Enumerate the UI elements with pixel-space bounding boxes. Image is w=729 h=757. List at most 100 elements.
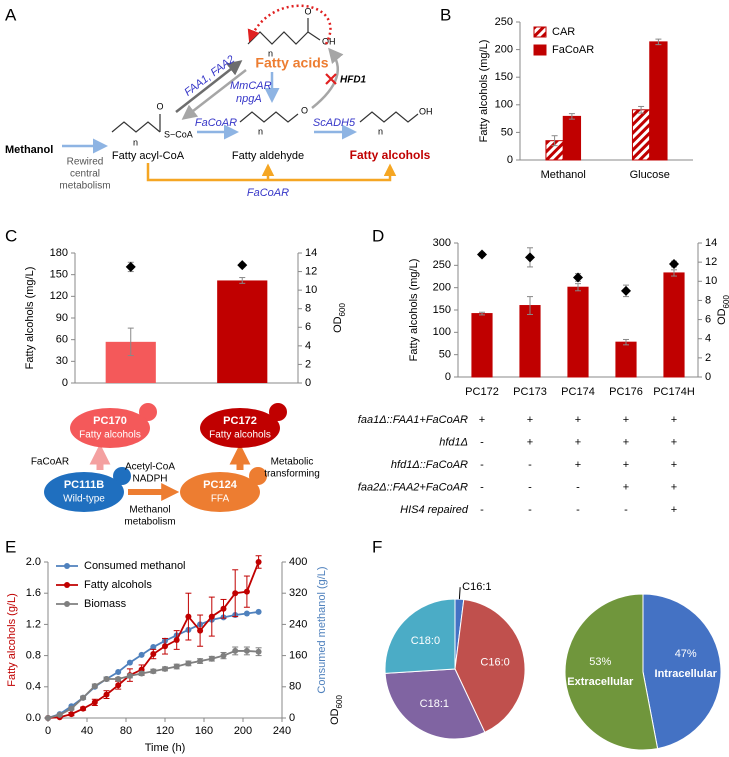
point — [208, 613, 215, 620]
atom: n — [268, 48, 273, 58]
tick-label: 30 — [56, 355, 68, 367]
axis-title-part: OD — [329, 708, 341, 725]
point — [185, 613, 192, 620]
edge-label: Methanol — [129, 505, 170, 516]
slice-label: Intracellular — [655, 668, 718, 680]
tick-label: 0 — [62, 377, 68, 389]
enzyme: FAA1, FAA2 — [182, 53, 237, 98]
tick-label: 0 — [305, 377, 311, 389]
tick-label: 12 — [305, 265, 317, 277]
cell: + — [623, 481, 629, 493]
tick-label: 240 — [273, 725, 291, 737]
point — [68, 711, 75, 718]
point — [68, 705, 75, 712]
x-tick-label: Glucose — [630, 169, 670, 181]
tick-label: 0 — [705, 371, 711, 383]
row-label: hfd1Δ::FaCoAR — [391, 459, 468, 471]
edge-label: NADPH — [132, 474, 167, 485]
cell: + — [671, 504, 677, 516]
point — [255, 648, 262, 655]
axis-title-subscript: 600 — [722, 295, 729, 309]
tick-label: 80 — [289, 681, 301, 693]
cell: + — [671, 414, 677, 426]
legend-marker — [64, 582, 70, 588]
edge-label: FaCoAR — [31, 457, 69, 468]
cell: - — [480, 504, 484, 516]
node-shape — [139, 403, 157, 421]
point — [138, 651, 145, 658]
cell: + — [671, 436, 677, 448]
tick-label: 200 — [433, 282, 451, 294]
point — [115, 668, 122, 675]
point — [103, 676, 110, 682]
tick-label: 4 — [305, 340, 311, 352]
series-line — [47, 561, 260, 719]
legend-label: Consumed methanol — [84, 560, 186, 572]
cell: - — [480, 436, 484, 448]
bar — [562, 115, 582, 161]
point — [232, 590, 239, 597]
row-label: hfd1Δ — [439, 436, 468, 448]
axis-title: OD600 — [716, 295, 729, 325]
point — [220, 605, 227, 612]
tick-label: 0.0 — [26, 712, 41, 724]
tick-label: 160 — [195, 725, 213, 737]
tick-label: 10 — [705, 275, 717, 287]
legend-marker — [64, 563, 70, 569]
bar — [631, 109, 651, 161]
node-shape — [249, 467, 267, 485]
tick-label: 300 — [433, 237, 451, 249]
bar — [471, 313, 493, 378]
node-shape — [269, 403, 287, 421]
tick-label: 160 — [289, 650, 307, 662]
genotype-table: faa1Δ::FAA1+FaCoAR + + + + +hfd1Δ - + + + +hfd1Δ::… — [358, 414, 677, 516]
legend-label: Biomass — [84, 598, 127, 610]
axis-title: Fatty alcohols (mg/L) — [478, 40, 490, 143]
tick-label: 6 — [705, 313, 711, 325]
bar — [615, 341, 637, 378]
tick-label: 1.6 — [26, 587, 41, 599]
error-bar — [568, 113, 575, 120]
cell: - — [528, 481, 532, 493]
marker — [477, 249, 487, 260]
point — [220, 652, 227, 659]
pie-slice — [454, 598, 526, 734]
cell: + — [575, 436, 581, 448]
error-bar — [655, 38, 662, 46]
row-label: faa1Δ::FAA1+FaCoAR — [358, 414, 468, 426]
point — [126, 659, 133, 666]
bar — [519, 305, 541, 378]
pie-slice — [384, 598, 456, 674]
enzyme: FaCoAR — [195, 117, 237, 129]
x-tick-label: PC176 — [609, 386, 643, 398]
tick-label: 80 — [120, 725, 132, 737]
legend-swatch — [533, 26, 547, 38]
point — [185, 660, 192, 667]
axis-title: Fatty alcohols (g/L) — [6, 593, 18, 687]
leader-line — [458, 587, 461, 600]
cell: + — [527, 414, 533, 426]
point — [150, 644, 157, 651]
block-mark — [325, 73, 337, 85]
x-tick-label: PC173 — [513, 386, 547, 398]
structure — [247, 31, 321, 45]
structure — [111, 121, 161, 133]
row-label: HIS4 repaired — [400, 504, 469, 516]
edge-label: Acetyl-CoA — [125, 462, 175, 473]
pie-slice — [564, 593, 659, 751]
pie-slice — [384, 668, 486, 740]
cell: + — [671, 459, 677, 471]
value-label: 47% — [675, 648, 697, 660]
axis-title-subscript: 600 — [338, 303, 347, 317]
cell: - — [480, 459, 484, 471]
row-label: faa2Δ::FAA2+FaCoAR — [358, 481, 468, 493]
tick-label: 250 — [495, 16, 513, 28]
marker — [237, 260, 248, 271]
pie-slice — [642, 593, 722, 750]
panel-label: E — [5, 537, 16, 556]
structure — [239, 111, 299, 123]
atom: S−CoA — [164, 129, 193, 139]
note: Rewired — [67, 157, 104, 168]
point — [243, 647, 250, 654]
tick-label: 0 — [445, 371, 451, 383]
